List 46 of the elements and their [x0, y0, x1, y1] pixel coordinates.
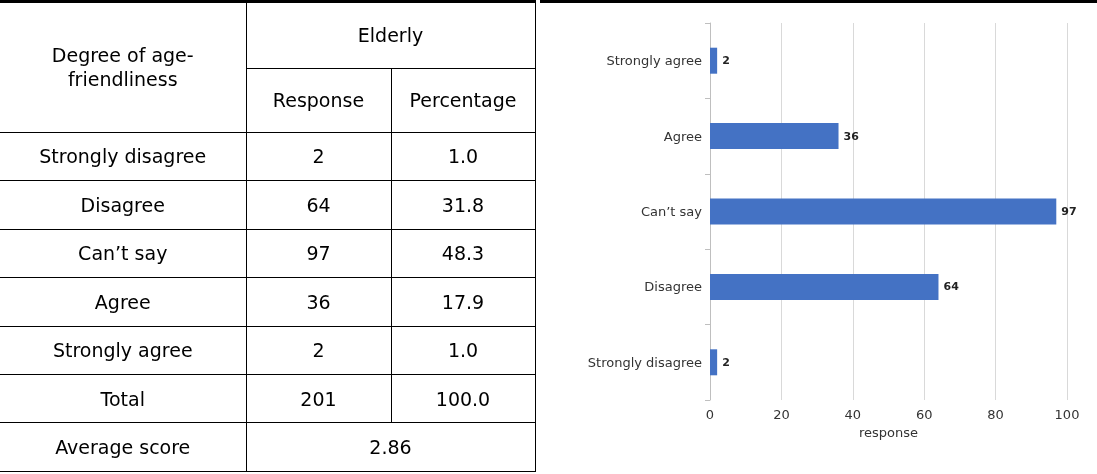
bar: [710, 349, 718, 376]
category-label: Disagree: [0, 180, 246, 230]
category-label: Strongly disagree: [0, 132, 246, 181]
data-label: 36: [246, 277, 391, 327]
bar: [710, 123, 839, 150]
data-label: 64: [246, 180, 391, 230]
data-label: 2: [246, 326, 391, 375]
data-label: 31.8: [391, 180, 535, 230]
data-label: 2: [722, 355, 730, 369]
x-tick-label: 100: [1054, 407, 1080, 422]
data-label: 97: [1061, 205, 1077, 218]
text: Elderly: [246, 1, 535, 69]
data-label: 48.3: [391, 229, 535, 278]
data-label: 97: [246, 229, 391, 278]
category-label: Total: [0, 374, 246, 423]
data-label: 1.0: [391, 326, 535, 375]
text: Average score: [0, 422, 246, 472]
data-label: 2: [246, 132, 391, 181]
data-label: 36: [843, 129, 860, 143]
bar: [710, 198, 1057, 225]
x-tick-label: 60: [915, 407, 933, 422]
x-tick-label: 40: [844, 407, 862, 422]
data-label: 1.0: [391, 132, 535, 181]
y-tick-label: Disagree: [644, 279, 702, 295]
category-label: Can’t say: [0, 229, 246, 278]
bar: [710, 47, 718, 74]
text: Response: [246, 68, 391, 133]
text: 2.86: [246, 422, 535, 472]
y-tick-label: Strongly agree: [606, 53, 702, 69]
text: Degree of age-friendliness: [0, 1, 246, 133]
x-tick-label: 80: [987, 407, 1004, 422]
data-label: 201: [246, 374, 391, 423]
data-label: 64: [943, 280, 960, 294]
text: Percentage: [391, 68, 535, 133]
bar: [710, 273, 939, 300]
x-axis-title: response: [858, 424, 919, 440]
x-tick-label: 20: [773, 407, 790, 422]
y-tick-label: Can’t say: [640, 204, 703, 219]
x-tick-label: 0: [705, 407, 715, 422]
category-label: Agree: [0, 277, 246, 327]
category-label: Strongly agree: [0, 326, 246, 375]
data-label: 2: [722, 54, 730, 68]
y-tick-label: Agree: [663, 128, 702, 144]
data-label: 100.0: [391, 374, 535, 423]
y-tick-label: Strongly disagree: [587, 354, 702, 370]
data-label: 17.9: [391, 277, 535, 327]
